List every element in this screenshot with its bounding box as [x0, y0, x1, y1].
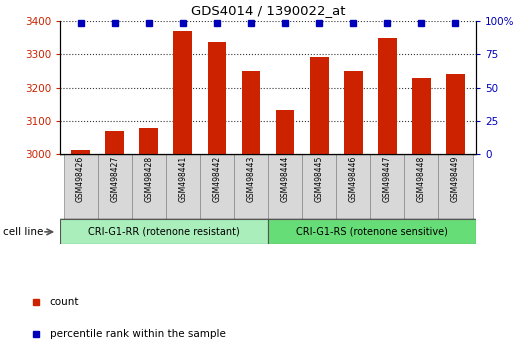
Bar [174, 31, 192, 154]
Text: GSM498448: GSM498448 [417, 156, 426, 202]
Bar [64, 154, 98, 219]
Text: percentile rank within the sample: percentile rank within the sample [50, 329, 225, 339]
Bar [276, 110, 294, 154]
Text: GSM498447: GSM498447 [383, 156, 392, 202]
Text: CRI-G1-RS (rotenone sensitive): CRI-G1-RS (rotenone sensitive) [296, 227, 448, 237]
Text: count: count [50, 297, 79, 307]
Text: cell line: cell line [3, 227, 43, 237]
Text: GSM498426: GSM498426 [76, 156, 85, 202]
Bar [268, 219, 476, 244]
Bar [98, 154, 132, 219]
Bar [60, 219, 268, 244]
Bar [166, 154, 200, 219]
Text: GSM498427: GSM498427 [110, 156, 119, 202]
Bar [140, 128, 158, 154]
Bar [105, 131, 124, 154]
Text: GSM498444: GSM498444 [280, 156, 290, 202]
Bar [242, 71, 260, 154]
Bar [71, 150, 90, 154]
Text: GSM498428: GSM498428 [144, 156, 153, 202]
Bar [302, 154, 336, 219]
Text: CRI-G1-RR (rotenone resistant): CRI-G1-RR (rotenone resistant) [88, 227, 240, 237]
Text: GSM498443: GSM498443 [246, 156, 256, 202]
Bar [344, 71, 362, 154]
Bar [412, 78, 431, 154]
Bar [268, 154, 302, 219]
Bar [234, 154, 268, 219]
Bar [370, 154, 404, 219]
Bar [378, 39, 396, 154]
Title: GDS4014 / 1390022_at: GDS4014 / 1390022_at [191, 4, 345, 17]
Bar [438, 154, 472, 219]
Text: GSM498449: GSM498449 [451, 156, 460, 202]
Text: GSM498441: GSM498441 [178, 156, 187, 202]
Text: GSM498445: GSM498445 [315, 156, 324, 202]
Bar [132, 154, 166, 219]
Text: GSM498446: GSM498446 [349, 156, 358, 202]
Text: GSM498442: GSM498442 [212, 156, 221, 202]
Bar [336, 154, 370, 219]
Bar [208, 42, 226, 154]
Bar [404, 154, 438, 219]
Bar [310, 57, 328, 154]
Bar [200, 154, 234, 219]
Bar [446, 74, 465, 154]
